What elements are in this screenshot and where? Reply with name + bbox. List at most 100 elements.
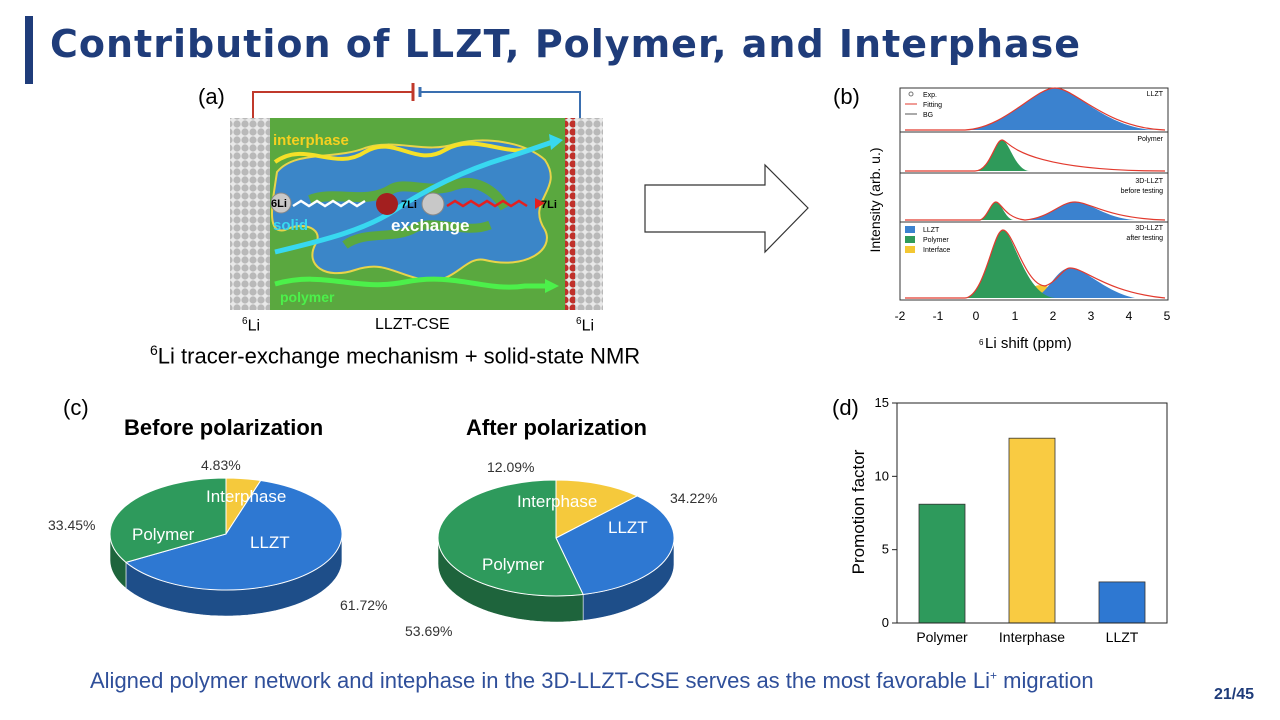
trace-label-after-2: after testing xyxy=(1126,235,1163,242)
polymer-path-arrowhead xyxy=(545,279,559,293)
ytick-label-3: 15 xyxy=(875,395,889,410)
pie-after-title: After polarization xyxy=(466,415,647,440)
spectra-xlabel: Li shift (ppm) xyxy=(985,335,1072,352)
bar-chart-frame xyxy=(896,402,1168,624)
fit-line-2 xyxy=(905,139,1166,172)
panel-label-b: (b) xyxy=(833,84,860,109)
promotion-bar-chart: 0 5 10 15 Polymer Interphase LLZT Promotion fa… xyxy=(849,395,1168,645)
panel-label-c: (c) xyxy=(63,395,89,420)
circuit-wire-left xyxy=(252,91,413,118)
xtick-2: 0 xyxy=(973,309,980,323)
llzt-network xyxy=(271,139,552,282)
legend-interface: Interface xyxy=(923,247,950,254)
panel-a-caption: 6Li tracer-exchange mechanism + solid-st… xyxy=(150,342,641,369)
spectra-xlabel-sup: 6 xyxy=(979,338,984,347)
exchange-wavy-arrow xyxy=(446,199,528,208)
pie-after-slice-interphase: Interphase xyxy=(517,492,597,511)
pie-before-label-llzt-pct: 61.72% xyxy=(340,597,387,613)
pie-before: 4.83% 33.45% 61.72% Interphase Polymer L… xyxy=(48,457,387,617)
xtick-4: 2 xyxy=(1050,309,1057,323)
spectra-ylabel: Intensity (arb. u.) xyxy=(867,147,883,252)
polymer-peak-4 xyxy=(965,230,1055,298)
li7-right-label: 7Li xyxy=(541,199,557,211)
pie-slice-interphase xyxy=(555,479,639,539)
xtick-5: 3 xyxy=(1088,309,1095,323)
pie-slice-polymer xyxy=(437,479,584,597)
bar-interphase xyxy=(1008,437,1056,624)
pie-after-slice-llzt: LLZT xyxy=(608,518,648,537)
right-electrode-red-layer xyxy=(565,118,575,310)
pie-after-label-polymer-pct: 53.69% xyxy=(405,623,452,639)
polymer-path xyxy=(274,276,547,290)
right-arrow-icon xyxy=(644,163,809,254)
legend-exp: Exp. xyxy=(923,92,937,99)
interphase-label: interphase xyxy=(273,132,349,149)
ytick-label-1: 5 xyxy=(882,542,889,557)
bottom-right-li-label: 6Li xyxy=(576,316,595,335)
tracer-wavy-arrow xyxy=(292,199,366,208)
fit-line-1 xyxy=(905,87,1166,131)
bar-llzt xyxy=(1098,581,1146,624)
trace-label-llzt: LLZT xyxy=(1147,91,1164,98)
trace-label-before: 3D-LLZT xyxy=(1135,178,1163,185)
exchange-arrowhead xyxy=(535,198,545,209)
legend-llzt: LLZT xyxy=(923,227,940,234)
li6-atom-left xyxy=(270,192,292,214)
nmr-spectra-panel: LLZT Polymer 3D-LLZT before testing 3D-L… xyxy=(867,87,1171,352)
bar-chart-ylabel: Promotion factor xyxy=(849,449,868,574)
xtick-label-interphase: Interphase xyxy=(999,629,1065,645)
legend-exp-marker xyxy=(908,91,914,97)
trace-label-before-2: before testing xyxy=(1121,188,1164,195)
ytick-label-2: 10 xyxy=(875,468,889,483)
panel-label-a: (a) xyxy=(198,84,225,109)
xtick-1: -1 xyxy=(933,309,944,323)
li7-atom xyxy=(376,193,398,215)
bottom-center-label: LLZT-CSE xyxy=(375,316,450,333)
legend-llzt-swatch xyxy=(905,226,915,233)
circuit-wire-right xyxy=(420,91,581,118)
pie-before-title: Before polarization xyxy=(124,415,324,440)
ytick-label-0: 0 xyxy=(882,615,889,630)
solid-label: solid xyxy=(273,217,308,234)
pie-slice-llzt xyxy=(555,495,675,595)
solid-path-arrowhead xyxy=(549,134,563,150)
polymer-channel-1 xyxy=(308,178,510,211)
legend-bg: BG xyxy=(923,112,933,119)
polymer-label: polymer xyxy=(280,289,335,305)
pie-slice-llzt xyxy=(124,480,343,591)
trace-label-after: 3D-LLZT xyxy=(1135,225,1163,232)
llzt-peak-3 xyxy=(1025,202,1135,220)
llzt-peak-1 xyxy=(965,88,1155,130)
li6-atom-mid xyxy=(421,192,445,216)
slide-title: Contribution of LLZT, Polymer, and Inter… xyxy=(50,22,1082,66)
pie-before-label-polymer-pct: 33.45% xyxy=(48,517,95,533)
legend-fitting: Fitting xyxy=(923,102,942,109)
fit-line-3 xyxy=(905,201,1166,221)
pie-before-slice-interphase: Interphase xyxy=(206,487,286,506)
xtick-label-llzt: LLZT xyxy=(1106,629,1139,645)
pie-after-label-interphase-pct: 12.09% xyxy=(487,459,534,475)
trace-label-polymer: Polymer xyxy=(1137,136,1163,143)
xtick-label-polymer: Polymer xyxy=(916,629,968,645)
footer-caption: Aligned polymer network and intephase in… xyxy=(90,668,1094,693)
polymer-peak-2 xyxy=(975,140,1030,171)
pie-before-slice-polymer: Polymer xyxy=(132,525,195,544)
legend-polymer: Polymer xyxy=(923,237,949,244)
pie-after-slice-polymer: Polymer xyxy=(482,555,545,574)
xtick-3: 1 xyxy=(1012,309,1019,323)
bar-polymer xyxy=(918,503,966,624)
page-number: 21/45 xyxy=(1213,686,1254,703)
polymer-peak-3 xyxy=(980,202,1013,220)
li7-mid-label: 7Li xyxy=(401,199,417,211)
pie-after: 12.09% 34.22% 53.69% Interphase LLZT Pol… xyxy=(405,459,717,639)
panel-label-d: (d) xyxy=(832,395,859,420)
xtick-6: 4 xyxy=(1126,309,1133,323)
exchange-label: exchange xyxy=(391,216,469,235)
solid-path xyxy=(274,139,554,255)
spectra-frame xyxy=(899,87,1169,301)
xtick-0: -2 xyxy=(895,309,906,323)
bottom-left-li-label: 6Li xyxy=(242,316,261,335)
fit-line-4 xyxy=(905,229,1166,299)
pie-before-slice-llzt: LLZT xyxy=(250,533,290,552)
legend-interface-swatch xyxy=(905,246,915,253)
